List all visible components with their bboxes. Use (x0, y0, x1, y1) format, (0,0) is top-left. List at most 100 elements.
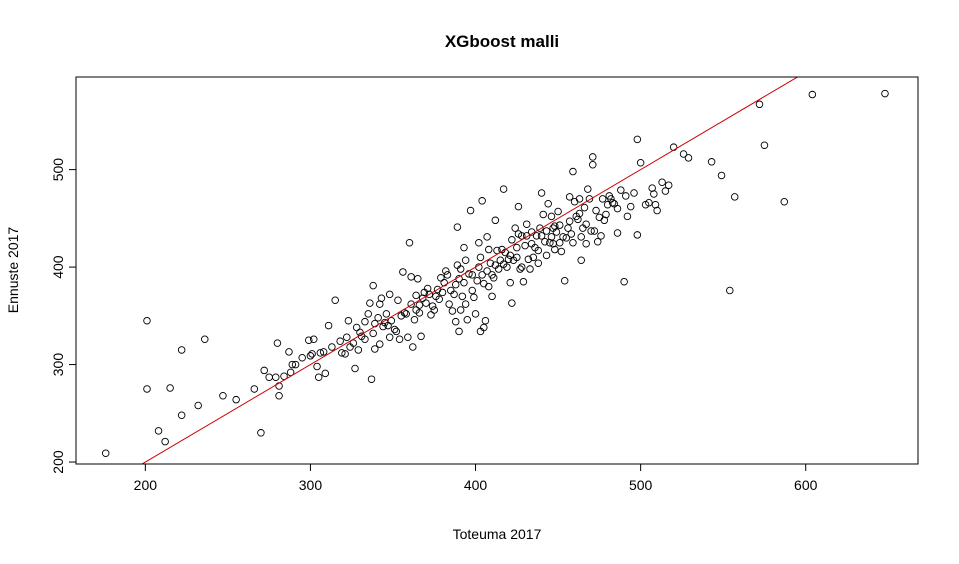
data-point (415, 301, 424, 309)
data-point (275, 392, 283, 400)
data-point (476, 253, 485, 262)
data-point (371, 345, 379, 353)
data-point (232, 395, 240, 404)
data-point (881, 89, 889, 98)
data-point (516, 265, 524, 273)
x-tick-label: 600 (794, 477, 818, 493)
data-point (551, 245, 559, 254)
y-tick-label: 300 (50, 353, 66, 377)
data-point (405, 238, 414, 247)
data-point (582, 220, 590, 228)
data-point (286, 368, 295, 377)
data-point (526, 265, 534, 273)
data-point (438, 288, 447, 297)
plot-frame (75, 76, 919, 465)
data-point (305, 336, 313, 344)
data-point (343, 333, 351, 342)
data-point (567, 230, 576, 238)
reference-line-layer (141, 77, 799, 464)
data-point (430, 306, 439, 314)
data-point (760, 141, 769, 149)
x-tick-label: 200 (134, 477, 158, 493)
data-point (488, 292, 496, 301)
data-point (577, 233, 585, 241)
data-point (622, 192, 630, 200)
data-point (458, 292, 467, 301)
data-point (376, 340, 384, 348)
data-point (473, 276, 481, 285)
data-point (177, 346, 186, 354)
data-point (250, 385, 259, 393)
data-point (592, 206, 600, 215)
data-point (536, 224, 544, 232)
data-point (562, 234, 571, 242)
data-point (570, 198, 579, 206)
y-tick-label: 200 (50, 450, 66, 474)
data-point (522, 220, 531, 228)
data-point (461, 256, 470, 265)
data-point (313, 362, 321, 371)
data-point (569, 238, 577, 247)
data-point (451, 280, 460, 289)
data-point (506, 251, 514, 260)
data-point (679, 150, 688, 158)
data-point (445, 300, 453, 308)
data-point (575, 209, 584, 218)
data-point (589, 153, 597, 161)
data-point (451, 317, 460, 326)
data-point (410, 315, 419, 324)
data-point (593, 237, 602, 246)
data-point (613, 204, 622, 213)
data-point (456, 306, 465, 314)
data-point (633, 135, 642, 144)
data-point (484, 282, 493, 291)
data-point (166, 384, 174, 392)
data-point (463, 315, 472, 324)
data-point (613, 229, 622, 237)
data-point (653, 206, 661, 215)
data-point (442, 267, 450, 275)
data-point (780, 198, 789, 206)
data-point (392, 327, 401, 336)
data-point (417, 332, 425, 341)
data-point (379, 322, 387, 331)
data-point (478, 271, 486, 279)
data-point (308, 350, 316, 358)
data-point (356, 328, 364, 337)
data-point (559, 233, 567, 241)
data-point (608, 199, 617, 207)
data-point (580, 203, 589, 212)
data-point (484, 245, 493, 254)
data-point (298, 353, 306, 362)
x-tick-label: 500 (629, 477, 653, 493)
data-point (409, 343, 417, 351)
data-point (541, 237, 549, 246)
data-point (684, 154, 693, 162)
data-point (707, 158, 716, 166)
data-point (412, 291, 420, 300)
data-point (143, 316, 151, 325)
data-point (367, 375, 376, 383)
identity-line (141, 77, 799, 464)
data-point (201, 335, 209, 343)
data-point (361, 317, 369, 326)
data-point (717, 171, 726, 180)
data-point (352, 323, 361, 332)
data-point (506, 278, 514, 287)
data-point (414, 275, 422, 283)
data-point (534, 259, 543, 267)
data-point (407, 300, 415, 308)
data-point (633, 231, 642, 239)
data-point (385, 333, 394, 342)
data-point (522, 232, 531, 240)
data-point (620, 277, 628, 286)
data-point (369, 281, 377, 290)
data-point (602, 210, 610, 219)
data-point (511, 224, 519, 232)
data-point (514, 202, 523, 211)
data-point (427, 311, 435, 319)
data-point (321, 369, 330, 378)
data-point (385, 290, 394, 299)
data-point (351, 364, 359, 373)
